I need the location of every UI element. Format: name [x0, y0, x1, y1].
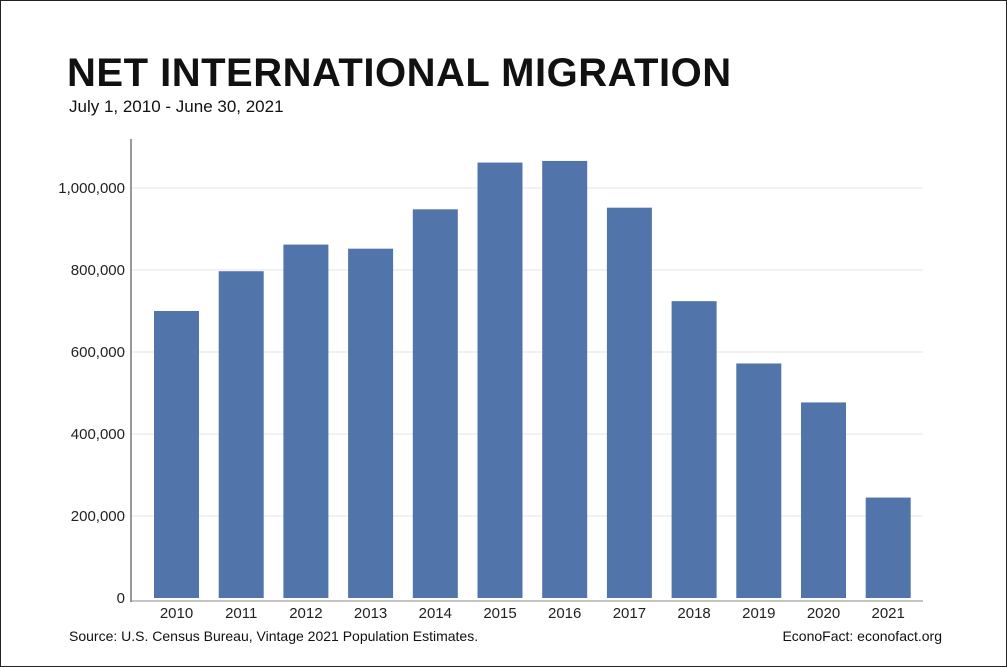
- x-tick-label: 2020: [807, 605, 840, 622]
- bar-2010: [154, 311, 199, 598]
- credit-note: EconoFact: econofact.org: [782, 628, 942, 644]
- source-note: Source: U.S. Census Bureau, Vintage 2021…: [69, 628, 479, 644]
- bars: [154, 160, 911, 598]
- bar-2016: [542, 160, 588, 598]
- x-tick-label: 2017: [613, 605, 646, 622]
- x-tick-label: 2013: [354, 605, 387, 622]
- y-axis-ticks: 0 200,000 400,000 600,000 800,000 1,000,000: [58, 180, 125, 607]
- bar-2011: [218, 271, 264, 598]
- y-tick-label: 400,000: [71, 426, 125, 443]
- bar-2018: [671, 301, 717, 598]
- y-tick-label: 200,000: [71, 508, 125, 525]
- bar-2014: [412, 209, 458, 598]
- bar-2019: [736, 363, 782, 598]
- x-tick-label: 2016: [548, 605, 581, 622]
- y-tick-label: 600,000: [71, 344, 125, 361]
- x-tick-label: 2010: [160, 605, 193, 622]
- bar-2017: [606, 207, 652, 598]
- bar-2013: [348, 248, 394, 598]
- chart-subtitle: July 1, 2010 - June 30, 2021: [69, 97, 284, 116]
- gridlines: [132, 187, 923, 517]
- bar-2012: [283, 244, 329, 598]
- bar-2015: [477, 162, 523, 598]
- x-tick-label: 2011: [225, 605, 257, 622]
- y-tick-label: 1,000,000: [58, 180, 125, 197]
- bar-2021: [865, 497, 911, 598]
- bar-2020: [801, 402, 846, 598]
- x-tick-label: 2019: [742, 605, 775, 622]
- y-tick-label: 800,000: [71, 262, 125, 279]
- y-tick-label: 0: [117, 590, 125, 607]
- x-tick-label: 2012: [289, 605, 322, 622]
- x-tick-label: 2014: [419, 605, 452, 622]
- x-axis-ticks: 2010 2011 2012 2013 2014 2015 2016 2017 2018 2019…: [160, 605, 905, 622]
- x-tick-label: 2021: [872, 605, 905, 622]
- x-tick-label: 2015: [483, 605, 516, 622]
- x-tick-label: 2018: [677, 605, 710, 622]
- chart-title: NET INTERNATIONAL MIGRATION: [67, 51, 732, 95]
